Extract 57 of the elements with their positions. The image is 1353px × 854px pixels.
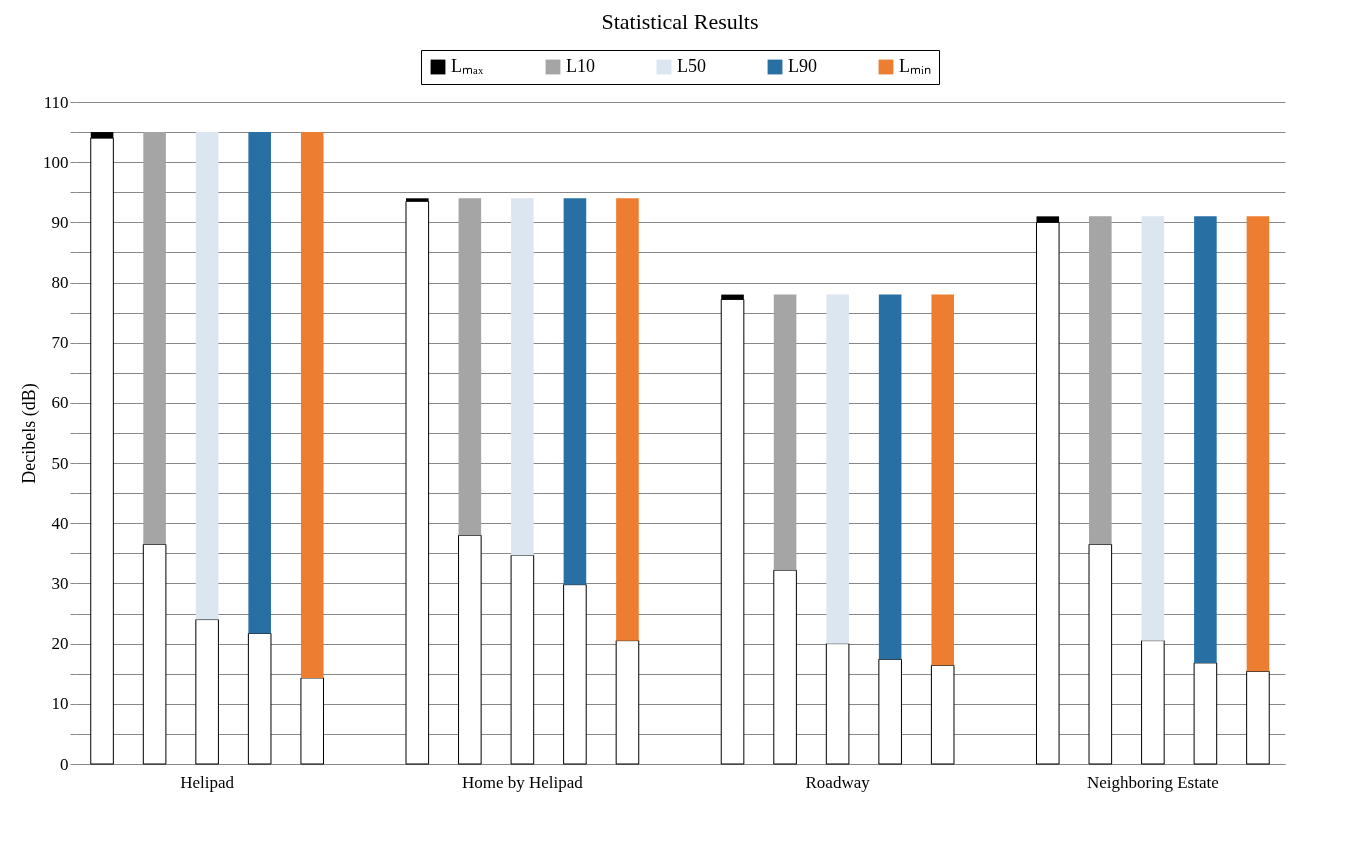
y-tick-label: 110: [43, 92, 69, 112]
y-tick-label: 80: [51, 273, 69, 293]
bar: [300, 677, 325, 765]
y-tick-label: 30: [51, 573, 69, 593]
legend-label: L90: [788, 56, 817, 76]
bar: [931, 294, 954, 666]
bar: [878, 294, 902, 660]
x-tick-label: Home by Helipad: [461, 772, 584, 792]
legend-label: Lₘᵢₙ: [899, 56, 931, 76]
x-tick-label: Helipad: [180, 772, 235, 792]
bar: [511, 198, 534, 556]
x-tick-label: Roadway: [805, 772, 871, 792]
x-tick-label: Neighboring Estate: [1087, 772, 1219, 792]
y-axis-title: Decibels (dB): [19, 383, 40, 484]
bar: [195, 132, 219, 620]
bar: [143, 132, 166, 545]
bar: [458, 534, 482, 765]
legend-label: L10: [566, 56, 595, 76]
y-tick-label: 40: [51, 513, 69, 533]
bar: [510, 554, 535, 765]
bar: [563, 198, 587, 585]
bar: [1193, 662, 1218, 765]
bar: [1194, 216, 1217, 663]
y-tick-label: 90: [51, 212, 69, 232]
bar: [1141, 216, 1165, 641]
bar: [1088, 543, 1113, 765]
bar: [458, 198, 482, 536]
bar: [773, 294, 797, 571]
bar: [405, 200, 430, 765]
bar: [878, 658, 902, 765]
bar: [248, 132, 271, 634]
bar: [1089, 216, 1112, 545]
bar: [1246, 670, 1270, 765]
bar: [616, 198, 639, 641]
bar: [1246, 216, 1270, 672]
y-tick-label: 10: [51, 694, 69, 714]
bar: [195, 619, 219, 765]
bar: [773, 569, 797, 765]
bar: [1141, 640, 1165, 765]
bar: [930, 664, 955, 765]
y-tick-label: 0: [60, 754, 69, 774]
bar: [142, 543, 167, 765]
y-tick-label: 50: [51, 453, 69, 473]
chart-title: Statistical Results: [601, 8, 759, 34]
y-tick-label: 20: [51, 634, 69, 654]
bar: [300, 132, 324, 678]
legend-label: L50: [677, 56, 706, 76]
bar: [247, 632, 272, 765]
bar: [826, 294, 849, 644]
bar: [720, 298, 745, 765]
y-tick-label: 60: [51, 393, 69, 413]
legend-label: Lₘₐₓ: [451, 56, 484, 76]
bar: [563, 584, 587, 765]
y-tick-label: 70: [51, 333, 69, 353]
bar: [825, 643, 850, 765]
bar: [615, 640, 640, 765]
y-tick-label: 100: [43, 152, 69, 172]
